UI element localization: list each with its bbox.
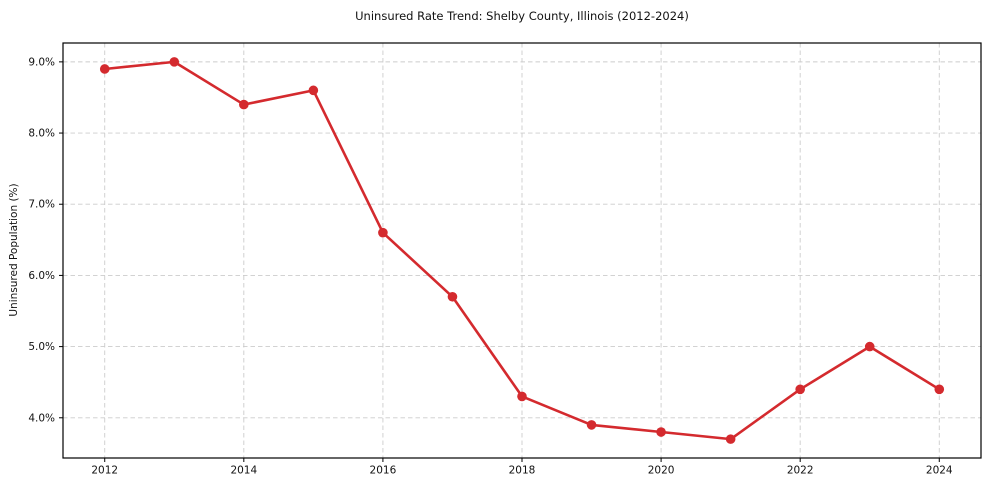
x-tick-label: 2020: [648, 465, 675, 477]
data-point-marker: [308, 85, 319, 96]
data-point-marker: [586, 420, 597, 430]
data-point-marker: [864, 341, 875, 352]
x-tick-label: 2016: [370, 465, 397, 477]
data-point-marker: [447, 291, 458, 302]
data-point-marker: [725, 434, 736, 444]
y-tick-label: 9.0%: [28, 56, 55, 68]
x-tick-label: 2022: [787, 465, 814, 477]
data-point-marker: [656, 427, 666, 437]
y-tick-label: 7.0%: [28, 199, 55, 211]
data-point-marker: [239, 99, 249, 110]
y-tick-label: 4.0%: [28, 412, 55, 424]
x-tick-label: 2014: [230, 465, 257, 477]
data-point-marker: [169, 57, 180, 67]
data-point-marker: [795, 384, 805, 395]
y-tick-label: 6.0%: [28, 270, 55, 282]
x-tick-label: 2018: [509, 465, 536, 477]
chart-title: Uninsured Rate Trend: Shelby County, Ill…: [355, 9, 689, 23]
x-tick-label: 2024: [926, 465, 953, 477]
data-point-marker: [99, 64, 110, 74]
y-tick-label: 5.0%: [28, 341, 55, 353]
data-point-marker: [517, 391, 527, 402]
data-point-marker: [378, 227, 388, 238]
y-tick-label: 8.0%: [28, 128, 55, 140]
x-tick-label: 2012: [91, 465, 118, 477]
data-point-marker: [934, 384, 945, 395]
